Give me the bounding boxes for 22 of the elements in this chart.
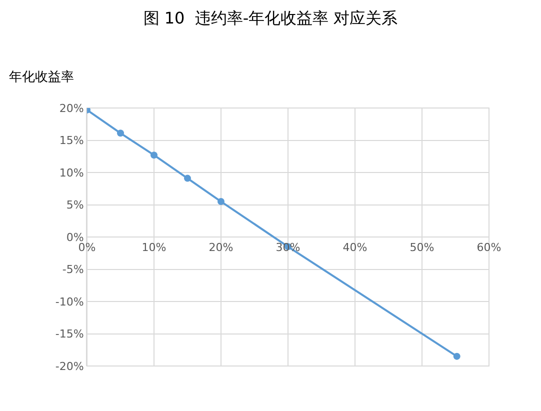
y-tick-label: -5% xyxy=(62,263,84,276)
x-tick-label: 50% xyxy=(410,241,434,254)
x-tick-label: 40% xyxy=(342,241,368,254)
y-tick-label: 5% xyxy=(66,198,84,212)
point xyxy=(218,198,224,206)
y-tick-label: -10% xyxy=(55,295,84,308)
y-tick-label: 0% xyxy=(66,230,84,244)
x-tick-label: 60% xyxy=(476,241,502,254)
x-tick-label: 10% xyxy=(142,241,166,254)
point xyxy=(117,130,124,137)
y-axis-title: 年化收益率 xyxy=(9,69,74,85)
x-tick-label: 0% xyxy=(78,241,96,254)
chart-title: 图 10 违约率-年化收益率 对应关系 xyxy=(143,8,398,28)
x-tick-label: 20% xyxy=(208,241,234,254)
y-tick-label: 10% xyxy=(59,166,84,180)
point xyxy=(453,352,460,360)
y-tick-label: -15% xyxy=(55,328,84,341)
point xyxy=(150,152,158,159)
y-tick-label: 15% xyxy=(59,134,84,148)
y-tick-label: 20% xyxy=(59,102,84,115)
y-tick-label: -20% xyxy=(55,360,84,373)
point xyxy=(184,174,191,182)
